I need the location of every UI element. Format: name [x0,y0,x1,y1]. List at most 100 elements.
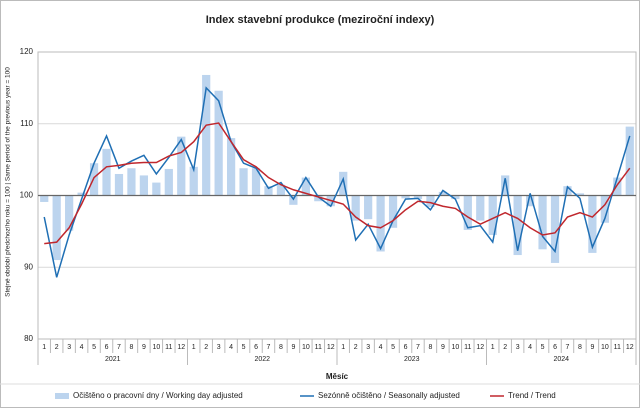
x-tick-label: 12 [177,344,185,351]
bar [438,191,448,196]
x-tick-label: 8 [129,344,133,351]
x-tick-label: 8 [578,344,582,351]
bar [77,192,86,196]
bar [600,195,609,223]
x-tick-label: 4 [229,344,233,351]
x-tick-label: 1 [491,344,495,351]
x-tick-label: 3 [516,344,520,351]
x-tick-label: 10 [152,344,160,351]
bar [463,195,472,230]
bar [314,195,323,202]
x-tick-label: 7 [566,344,570,351]
x-tick-label: 6 [105,344,109,351]
x-tick-label: 1 [341,344,345,351]
x-tick-label: 3 [67,344,71,351]
x-tick-label: 9 [142,344,146,351]
bar [550,195,560,263]
line [43,86,631,278]
x-tick-label: 2 [204,344,208,351]
bar [264,186,273,196]
x-tick-label: 7 [416,344,420,351]
x-tick-label: 8 [428,344,432,351]
x-tick-label: 2 [55,344,59,351]
x-tick-label: 9 [441,344,445,351]
bar [376,195,385,252]
x-tick-label: 2 [354,344,358,351]
x-tick-label: 1 [192,344,196,351]
x-tick-label: 10 [302,344,310,351]
bar [202,74,211,196]
y-tick-label: 120 [20,47,34,56]
bar [513,195,522,256]
bar [251,168,261,196]
bar [65,195,74,231]
bar [588,195,597,253]
bar [239,168,248,196]
bar [226,138,236,196]
bar [114,173,124,196]
bar [351,195,360,221]
x-tick-label: 9 [291,344,295,351]
bar [89,163,99,196]
x-tick-label: 4 [80,344,84,351]
x-tick-label: 6 [553,344,557,351]
year-label: 2023 [404,356,420,363]
x-tick-label: 7 [267,344,271,351]
x-tick-label: 4 [528,344,532,351]
bar [52,195,61,261]
legend-label: Trend / Trend [508,391,556,400]
x-tick-label: 5 [541,344,545,351]
x-tick-label: 1 [42,344,46,351]
x-tick-label: 9 [590,344,594,351]
bar [501,175,510,196]
bar [40,195,49,202]
x-tick-label: 11 [165,344,172,351]
x-tick-label: 2 [503,344,507,351]
x-tick-label: 11 [315,344,322,351]
bar [401,195,410,199]
y-axis-title: Stejné období předchozího roku = 100 | S… [5,67,12,297]
bar [152,182,161,196]
x-tick-label: 12 [626,344,634,351]
y-tick-label: 80 [24,334,33,343]
year-label: 2021 [105,356,121,363]
bar [127,168,136,196]
x-tick-label: 3 [217,344,221,351]
bar [214,90,223,196]
year-label: 2024 [553,356,569,363]
x-tick-label: 5 [242,344,246,351]
x-tick-label: 5 [391,344,395,351]
y-tick-label: 100 [20,191,34,200]
x-tick-label: 6 [254,344,258,351]
bar [426,195,435,207]
x-tick-label: 12 [476,344,484,351]
bar [388,195,398,228]
bar [525,195,535,207]
bar [189,166,198,196]
bar [276,184,286,196]
bar [451,195,460,200]
x-axis-title: Měsíc [326,372,349,381]
bar [488,195,497,235]
x-tick-label: 10 [451,344,459,351]
x-tick-label: 10 [601,344,609,351]
x-tick-label: 5 [92,344,96,351]
x-tick-label: 11 [464,344,471,351]
y-tick-label: 90 [24,262,33,271]
bar [413,195,423,200]
bar [613,177,622,196]
x-tick-label: 4 [379,344,383,351]
bar [139,175,149,196]
bar [538,195,547,250]
line [44,122,631,245]
legend-label: Očištěno o pracovní dny / Working day ad… [73,391,243,400]
x-tick-label: 6 [404,344,408,351]
bar [164,168,173,196]
chart-title: Index stavební produkce (meziroční index… [206,14,435,26]
y-tick-label: 110 [20,119,33,128]
bar [301,177,310,196]
bar [476,195,485,221]
bar [625,126,634,196]
x-tick-label: 3 [366,344,370,351]
